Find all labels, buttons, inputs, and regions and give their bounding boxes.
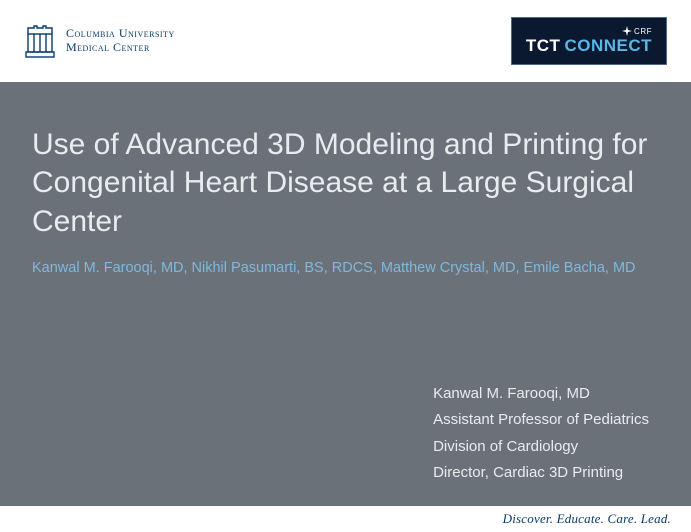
institution-name: Columbia University Medical Center: [66, 27, 175, 55]
presenter-role: Assistant Professor of Pediatrics: [433, 407, 649, 433]
authors-list: Kanwal M. Farooqi, MD, Nikhil Pasumarti,…: [32, 259, 659, 279]
presentation-title: Use of Advanced 3D Modeling and Printing…: [32, 126, 659, 241]
institution-line1: Columbia University: [66, 27, 175, 41]
presenter-director: Director, Cardiac 3D Printing: [433, 460, 649, 486]
institution-line2: Medical Center: [66, 41, 175, 55]
conference-badge: CRF TCT CONNECT: [511, 17, 667, 65]
slide-footer: Discover. Educate. Care. Lead.: [0, 506, 691, 532]
institution-logo: Columbia University Medical Center: [24, 22, 175, 60]
badge-title: TCT CONNECT: [526, 36, 652, 56]
crown-icon: [24, 22, 56, 60]
presenter-info: Kanwal M. Farooqi, MD Assistant Professo…: [433, 381, 649, 486]
presenter-name: Kanwal M. Farooqi, MD: [433, 381, 649, 407]
slide-header: Columbia University Medical Center CRF T…: [0, 0, 691, 82]
badge-prefix: CRF: [622, 26, 652, 36]
presenter-division: Division of Cardiology: [433, 434, 649, 460]
tagline: Discover. Educate. Care. Lead.: [503, 511, 671, 527]
slide-body: Use of Advanced 3D Modeling and Printing…: [0, 82, 691, 279]
